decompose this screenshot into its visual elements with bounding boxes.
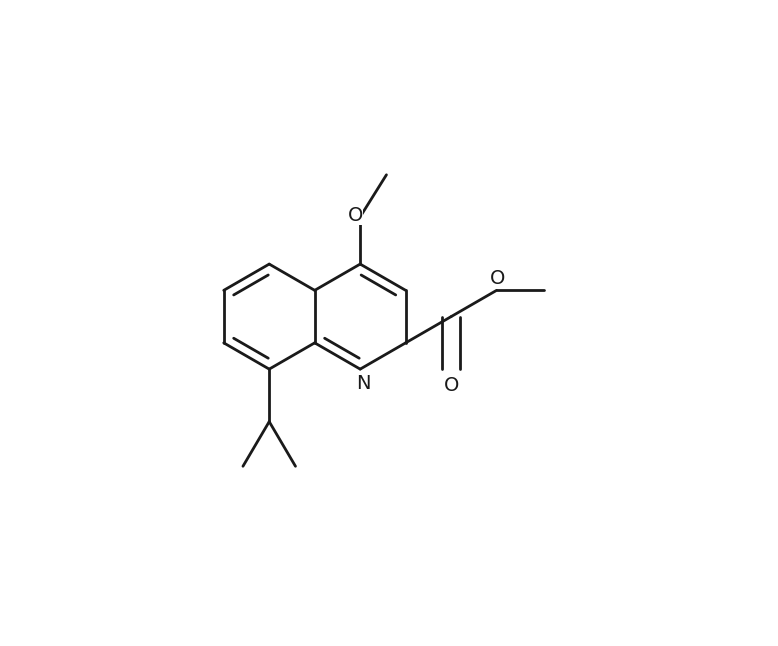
Text: O: O [490, 269, 506, 288]
Text: O: O [443, 375, 459, 395]
Text: N: N [356, 373, 370, 393]
Text: O: O [348, 206, 363, 225]
